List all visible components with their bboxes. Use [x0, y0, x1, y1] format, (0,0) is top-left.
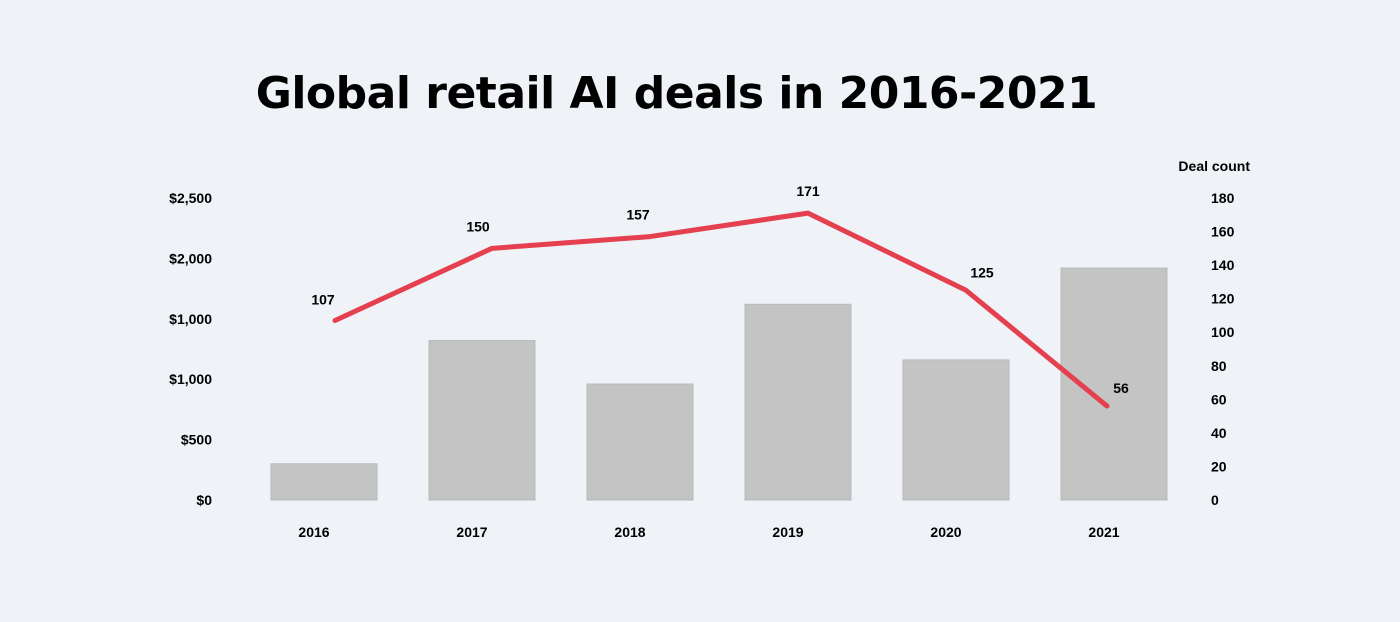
- x-axis-ticks: 2016 2017 2018 2019 2020 2021: [298, 524, 1119, 540]
- point-label-2019: 171: [796, 183, 820, 199]
- point-label-2018: 157: [626, 207, 650, 223]
- point-label-2021: 56: [1113, 380, 1129, 396]
- bar-series: [270, 267, 1168, 501]
- right-tick-label: 120: [1211, 291, 1235, 307]
- left-tick-label: $2,000: [169, 250, 212, 266]
- line-series: [332, 210, 1110, 409]
- x-tick-label-2018: 2018: [614, 524, 645, 540]
- right-tick-label: 160: [1211, 224, 1235, 240]
- right-tick-label: 40: [1211, 425, 1227, 441]
- x-tick-label-2020: 2020: [930, 524, 961, 540]
- left-tick-label: $0: [196, 492, 212, 508]
- right-tick-label: 100: [1211, 324, 1235, 340]
- bar-2017: [428, 340, 536, 501]
- right-tick-label: 80: [1211, 358, 1227, 374]
- x-tick-label-2016: 2016: [298, 524, 329, 540]
- point-label-2020: 125: [970, 264, 994, 280]
- left-tick-label: $2,500: [169, 190, 212, 206]
- point-label-2017: 150: [466, 218, 490, 234]
- point-label-2016: 107: [311, 291, 335, 307]
- right-axis-ticks: 0 20 40 60 80 100 120 140 160 180: [1211, 190, 1235, 508]
- right-tick-label: 60: [1211, 391, 1227, 407]
- line-point-labels: 107 150 157 171 125 56: [311, 183, 1129, 396]
- left-tick-label: $1,000: [169, 311, 212, 327]
- x-tick-label-2017: 2017: [456, 524, 487, 540]
- right-tick-label: 20: [1211, 458, 1227, 474]
- bar-2019: [744, 303, 852, 501]
- deal-count-line: [332, 210, 1110, 409]
- chart-title: Global retail AI deals in 2016-2021: [255, 68, 1098, 119]
- right-tick-label: 180: [1211, 190, 1235, 206]
- right-axis-label: Deal count: [1178, 158, 1250, 174]
- x-tick-label-2021: 2021: [1088, 524, 1119, 540]
- left-tick-label: $1,000: [169, 371, 212, 387]
- left-tick-label: $500: [181, 432, 212, 448]
- right-tick-label: 140: [1211, 257, 1235, 273]
- bar-2016: [270, 463, 378, 501]
- right-tick-label: 0: [1211, 492, 1219, 508]
- bar-2018: [586, 383, 694, 501]
- x-tick-label-2019: 2019: [772, 524, 803, 540]
- left-axis-ticks: $0 $500 $1,000 $1,000 $2,000 $2,500: [169, 190, 212, 508]
- bar-2020: [902, 359, 1010, 501]
